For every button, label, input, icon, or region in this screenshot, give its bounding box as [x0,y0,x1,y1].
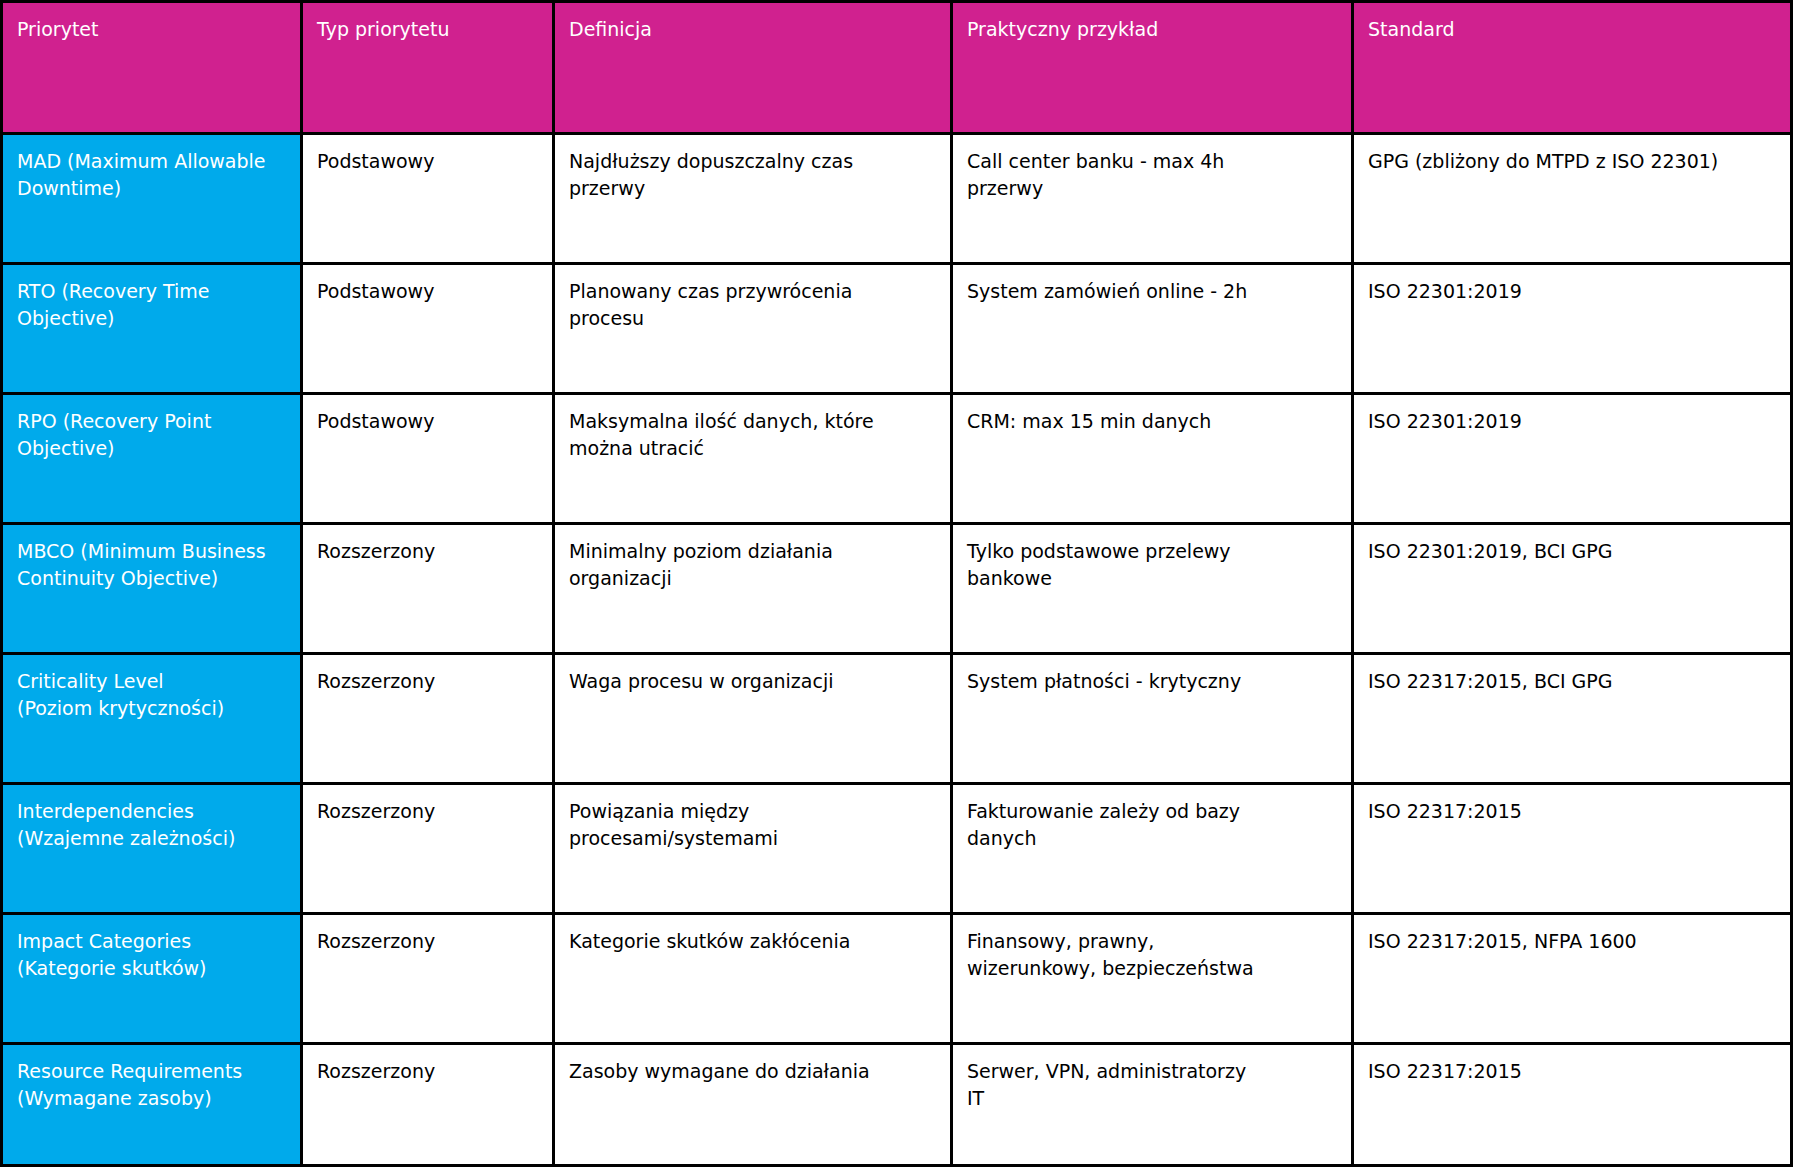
column-header-priorytet: Priorytet [2,2,302,134]
type-cell: Podstawowy [302,134,554,264]
priority-cell: RTO (Recovery Time Objective) [2,264,302,394]
table-row: Criticality Level (Poziom krytyczności) … [2,654,1792,784]
priority-cell: RPO (Recovery Point Objective) [2,394,302,524]
definition-cell: Minimalny poziom działania organizacji [554,524,952,654]
type-cell: Rozszerzony [302,524,554,654]
standard-cell: ISO 22317:2015 [1353,1044,1792,1166]
header-row: Priorytet Typ priorytetu Definicja Prakt… [2,2,1792,134]
priority-cell: Interdependencies (Wzajemne zależności) [2,784,302,914]
column-header-definicja: Definicja [554,2,952,134]
standard-cell: ISO 22301:2019 [1353,394,1792,524]
standard-cell: ISO 22301:2019, BCI GPG [1353,524,1792,654]
priority-cell: MAD (Maximum Allowable Downtime) [2,134,302,264]
example-cell: System zamówień online - 2h [952,264,1353,394]
column-header-typ-priorytetu: Typ priorytetu [302,2,554,134]
table-row: RTO (Recovery Time Objective) Podstawowy… [2,264,1792,394]
type-cell: Rozszerzony [302,784,554,914]
priority-cell: MBCO (Minimum Business Continuity Object… [2,524,302,654]
standard-cell: ISO 22301:2019 [1353,264,1792,394]
table-row: Resource Requirements (Wymagane zasoby) … [2,1044,1792,1166]
table-row: Interdependencies (Wzajemne zależności) … [2,784,1792,914]
standard-cell: GPG (zbliżony do MTPD z ISO 22301) [1353,134,1792,264]
definition-cell: Powiązania między procesami/systemami [554,784,952,914]
definition-cell: Najdłuższy dopuszczalny czas przerwy [554,134,952,264]
type-cell: Rozszerzony [302,1044,554,1166]
example-cell: Finansowy, prawny, wizerunkowy, bezpiecz… [952,914,1353,1044]
table-row: RPO (Recovery Point Objective) Podstawow… [2,394,1792,524]
definition-cell: Zasoby wymagane do działania [554,1044,952,1166]
table-row: Impact Categories (Kategorie skutków) Ro… [2,914,1792,1044]
example-cell: Serwer, VPN, administratorzy IT [952,1044,1353,1166]
example-cell: System płatności - krytyczny [952,654,1353,784]
priority-cell: Resource Requirements (Wymagane zasoby) [2,1044,302,1166]
table-row: MBCO (Minimum Business Continuity Object… [2,524,1792,654]
priority-cell: Impact Categories (Kategorie skutków) [2,914,302,1044]
example-cell: Call center banku - max 4h przerwy [952,134,1353,264]
type-cell: Rozszerzony [302,914,554,1044]
definition-cell: Maksymalna ilość danych, które można utr… [554,394,952,524]
column-header-praktyczny-przyklad: Praktyczny przykład [952,2,1353,134]
standard-cell: ISO 22317:2015, NFPA 1600 [1353,914,1792,1044]
priority-cell: Criticality Level (Poziom krytyczności) [2,654,302,784]
table-row: MAD (Maximum Allowable Downtime) Podstaw… [2,134,1792,264]
definition-cell: Waga procesu w organizacji [554,654,952,784]
type-cell: Podstawowy [302,394,554,524]
bia-priorities-table: Priorytet Typ priorytetu Definicja Prakt… [0,0,1793,1167]
column-header-standard: Standard [1353,2,1792,134]
example-cell: CRM: max 15 min danych [952,394,1353,524]
type-cell: Rozszerzony [302,654,554,784]
standard-cell: ISO 22317:2015 [1353,784,1792,914]
definition-cell: Planowany czas przywrócenia procesu [554,264,952,394]
type-cell: Podstawowy [302,264,554,394]
example-cell: Tylko podstawowe przelewy bankowe [952,524,1353,654]
standard-cell: ISO 22317:2015, BCI GPG [1353,654,1792,784]
example-cell: Fakturowanie zależy od bazy danych [952,784,1353,914]
definition-cell: Kategorie skutków zakłócenia [554,914,952,1044]
